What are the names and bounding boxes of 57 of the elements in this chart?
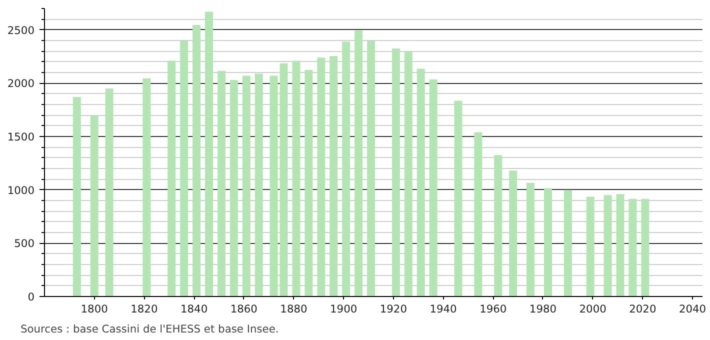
bar	[304, 70, 313, 296]
y-tick-label: 0	[28, 290, 35, 304]
x-tick-label: 1820	[130, 302, 158, 316]
bar	[72, 97, 81, 296]
bar	[429, 79, 438, 296]
bar	[142, 78, 151, 296]
x-tick-label: 1960	[480, 302, 507, 316]
bar	[404, 51, 412, 296]
bar	[416, 68, 425, 296]
bar	[604, 195, 612, 296]
x-tick-label: 1980	[529, 302, 557, 316]
x-tick-label: 1860	[230, 302, 258, 316]
bar	[526, 182, 535, 296]
y-tick-label: 1500	[7, 130, 35, 144]
x-tick-label: 1900	[330, 302, 358, 316]
bar	[180, 41, 188, 296]
bar	[317, 58, 326, 296]
bar	[494, 155, 502, 296]
bar	[342, 42, 350, 296]
x-tick-label: 2020	[629, 302, 656, 316]
bar	[90, 116, 98, 296]
source-note: Sources : base Cassini de l'EHESS et base Insee.	[20, 322, 279, 336]
bar	[292, 60, 300, 296]
x-tick-label: 1840	[180, 302, 208, 316]
bar	[168, 60, 176, 296]
bar	[454, 100, 462, 296]
y-tick-label: 2000	[7, 77, 35, 90]
bar	[280, 63, 288, 296]
bar	[354, 30, 363, 296]
y-tick-label: 1000	[7, 184, 35, 197]
bar	[367, 41, 375, 296]
x-tick-label: 2000	[579, 302, 607, 316]
bar	[586, 196, 594, 296]
bar	[392, 48, 400, 296]
bar	[330, 56, 338, 296]
bar	[509, 170, 518, 296]
x-tick-label: 1920	[380, 302, 408, 316]
y-tick-label: 2500	[7, 24, 35, 37]
bar	[105, 88, 114, 296]
x-tick-label: 1940	[430, 302, 458, 316]
x-tick-label: 2040	[678, 302, 706, 316]
bar	[564, 190, 572, 296]
bar	[270, 76, 278, 296]
bar	[217, 70, 226, 296]
bar	[641, 198, 650, 296]
bar	[474, 132, 482, 296]
bar	[205, 12, 213, 296]
bar	[192, 25, 201, 296]
bar	[230, 80, 238, 296]
y-tick-label: 500	[14, 237, 35, 250]
bar	[616, 194, 624, 296]
bar	[242, 76, 250, 296]
bar	[628, 198, 637, 296]
bar	[544, 188, 552, 296]
bar	[254, 74, 263, 296]
x-tick-label: 1880	[280, 302, 308, 316]
x-tick-label: 1800	[80, 302, 108, 316]
